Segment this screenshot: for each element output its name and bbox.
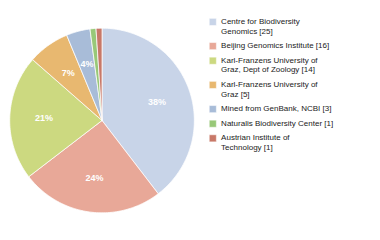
svg-text:Karl-Franzens University ofGra: Karl-Franzens University ofGraz, Dept of…: [221, 56, 318, 75]
svg-text:24%: 24%: [85, 173, 103, 183]
svg-text:Austrian Institute ofTechnolog: Austrian Institute ofTechnology [1]: [221, 133, 290, 152]
svg-text:38%: 38%: [148, 97, 166, 107]
svg-text:21%: 21%: [35, 113, 53, 123]
svg-text:Mined from GenBank, NCBI [3]: Mined from GenBank, NCBI [3]: [221, 104, 331, 113]
svg-text:Centre for BiodiversityGenomic: Centre for BiodiversityGenomics [25]: [221, 17, 300, 36]
svg-text:4%: 4%: [80, 59, 93, 69]
svg-text:Beijing Genomics Institute [16: Beijing Genomics Institute [16]: [221, 41, 329, 50]
svg-text:Karl-Franzens University ofGra: Karl-Franzens University ofGraz [5]: [221, 80, 318, 99]
svg-text:7%: 7%: [62, 68, 75, 78]
svg-text:Naturalis Biodiversity Center: Naturalis Biodiversity Center [1]: [221, 119, 333, 128]
